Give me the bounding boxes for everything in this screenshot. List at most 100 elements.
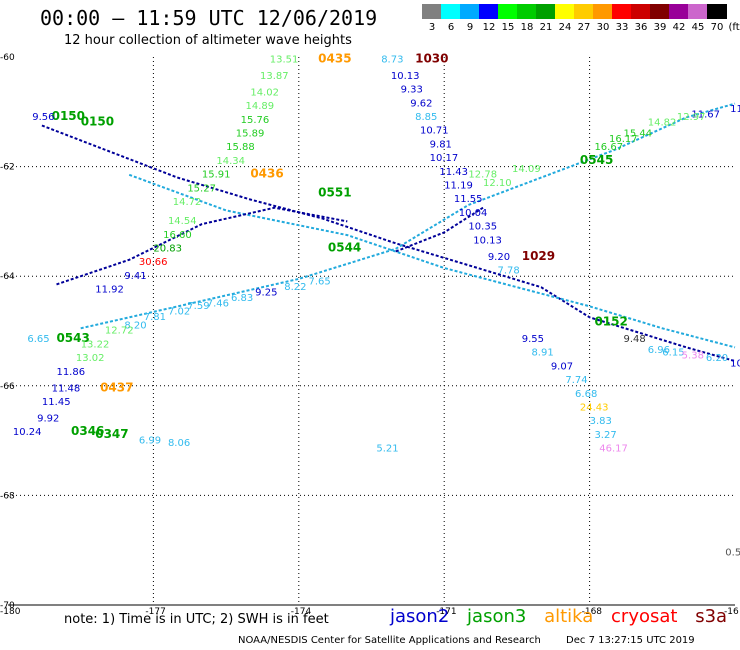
wave-height-label: 7.02 (168, 307, 190, 318)
scale-swatch (593, 4, 613, 19)
wave-height-label: 12.10 (483, 178, 512, 189)
lon-label: -174 (291, 607, 312, 617)
wave-height-label: 0.59 (725, 548, 740, 559)
wave-height-label: 13.51 (270, 54, 299, 65)
footer-credit: NOAA/NESDIS Center for Satellite Applica… (238, 635, 541, 646)
lat-label: -62 (0, 163, 15, 173)
wave-height-label: 10.71 (420, 126, 449, 137)
wave-height-label: 6.83 (231, 293, 253, 304)
scale-swatch (517, 4, 537, 19)
wave-height-label: 11.92 (95, 285, 124, 296)
wave-height-label: 10.35 (468, 222, 497, 233)
scale-swatch (460, 4, 480, 19)
wave-height-label: 6.96 (648, 345, 670, 356)
wave-height-label: 10.24 (13, 427, 42, 438)
satellite-track (395, 206, 484, 253)
pass-time-label: 0543 (56, 331, 89, 345)
lon-label: -177 (145, 607, 165, 617)
pass-time-label: 0346 (71, 424, 104, 438)
scale-swatch (479, 4, 499, 19)
wave-height-label: 13.87 (260, 71, 289, 82)
legend-altika: altika (544, 606, 594, 627)
scale-label: 15 (501, 22, 515, 33)
wave-height-label: 20.83 (153, 244, 182, 255)
footer-timestamp: Dec 7 13:27:15 UTC 2019 (566, 635, 695, 646)
footer: NOAA/NESDIS Center for Satellite Applica… (238, 635, 717, 646)
satellite-legend: jason2 jason3 altika cryosat s3a (390, 606, 739, 627)
wave-height-label: 13.22 (81, 339, 110, 350)
wave-height-label: 10.04 (459, 208, 488, 219)
wave-height-label: 16.60 (163, 230, 192, 241)
pass-time-label: 0437 (100, 380, 133, 394)
pass-time-label: 0435 (318, 51, 351, 65)
wave-height-label: 6.68 (575, 389, 597, 400)
wave-height-label: 24.43 (580, 402, 609, 413)
page-subtitle: 12 hour collection of altimeter wave hei… (64, 33, 352, 48)
wave-height-label: 16.17 (609, 134, 638, 145)
wave-height-label: 46.17 (599, 444, 628, 455)
wave-height-label: 9.92 (37, 413, 59, 424)
wave-height-label: 9.48 (624, 334, 646, 345)
wave-height-label: 6.99 (139, 435, 161, 446)
wave-height-label: 15.44 (624, 128, 653, 139)
scale-label: 33 (615, 22, 629, 33)
scale-label: 45 (691, 22, 705, 33)
wave-height-label: 11.43 (439, 167, 468, 178)
scale-label: 70 (710, 22, 724, 33)
wave-height-label: 9.41 (124, 271, 146, 282)
lat-label: -68 (0, 491, 15, 501)
lon-label: -171 (436, 607, 456, 617)
satellite-tracks (41, 102, 736, 363)
wave-height-label: 3.27 (594, 430, 616, 441)
wave-height-label: 5.38 (682, 350, 704, 361)
lat-label: -70 (0, 601, 15, 611)
wave-height-label: 14.89 (245, 101, 274, 112)
wave-height-label: 9.07 (551, 361, 573, 372)
footnote: note: 1) Time is in UTC; 2) SWH is in fe… (64, 612, 329, 627)
pass-time-label: 0545 (580, 153, 613, 167)
legend-s3a: s3a (695, 606, 728, 627)
wave-height-label: 10 (730, 359, 740, 370)
wave-height-label: 6.20 (706, 353, 728, 364)
scale-swatch (612, 4, 632, 19)
scale-swatch (650, 4, 670, 19)
wave-height-label: 15.91 (202, 170, 231, 181)
scale-label: 42 (672, 22, 686, 33)
wave-height-label: 6.65 (27, 334, 49, 345)
scale-label: 30 (596, 22, 610, 33)
wave-height-label: 8.20 (124, 320, 146, 331)
wave-height-label: 9.20 (488, 252, 510, 263)
wave-height-label: 10.13 (473, 235, 502, 246)
wave-height-label: 3.83 (590, 416, 612, 427)
wave-height-label: 12.72 (105, 326, 134, 337)
pass-time-label: 1029 (522, 249, 555, 263)
scale-swatch (555, 4, 575, 19)
wave-height-label: 12.78 (468, 170, 497, 181)
wave-height-label: 6.15 (662, 348, 684, 359)
scale-swatch (536, 4, 556, 19)
scale-swatch (574, 4, 594, 19)
wave-height-label: 8.85 (415, 112, 437, 123)
wave-height-label: 9.81 (430, 139, 452, 150)
wave-height-label: 14.54 (168, 216, 197, 227)
wave-height-label: 7.65 (308, 276, 330, 287)
map-grid (8, 57, 735, 606)
wave-height-label: 7.74 (565, 375, 587, 386)
lat-label: -66 (0, 382, 15, 392)
satellite-track (128, 173, 736, 349)
satellite-track (80, 102, 736, 330)
scale-label: 21 (539, 22, 553, 33)
scale-swatch (669, 4, 689, 19)
wave-height-label: 11.48 (52, 383, 81, 394)
legend-jason3: jason3 (467, 606, 527, 627)
scale-label: 18 (520, 22, 534, 33)
lat-label: -64 (0, 272, 15, 282)
scale-swatch (498, 4, 518, 19)
pass-time-label: 0150 (52, 109, 85, 123)
scale-swatch (631, 4, 651, 19)
scale-label: 3 (428, 22, 436, 33)
scale-label: 9 (466, 22, 474, 33)
wave-height-label: 15.88 (226, 142, 255, 153)
legend-cryosat: cryosat (611, 606, 678, 627)
